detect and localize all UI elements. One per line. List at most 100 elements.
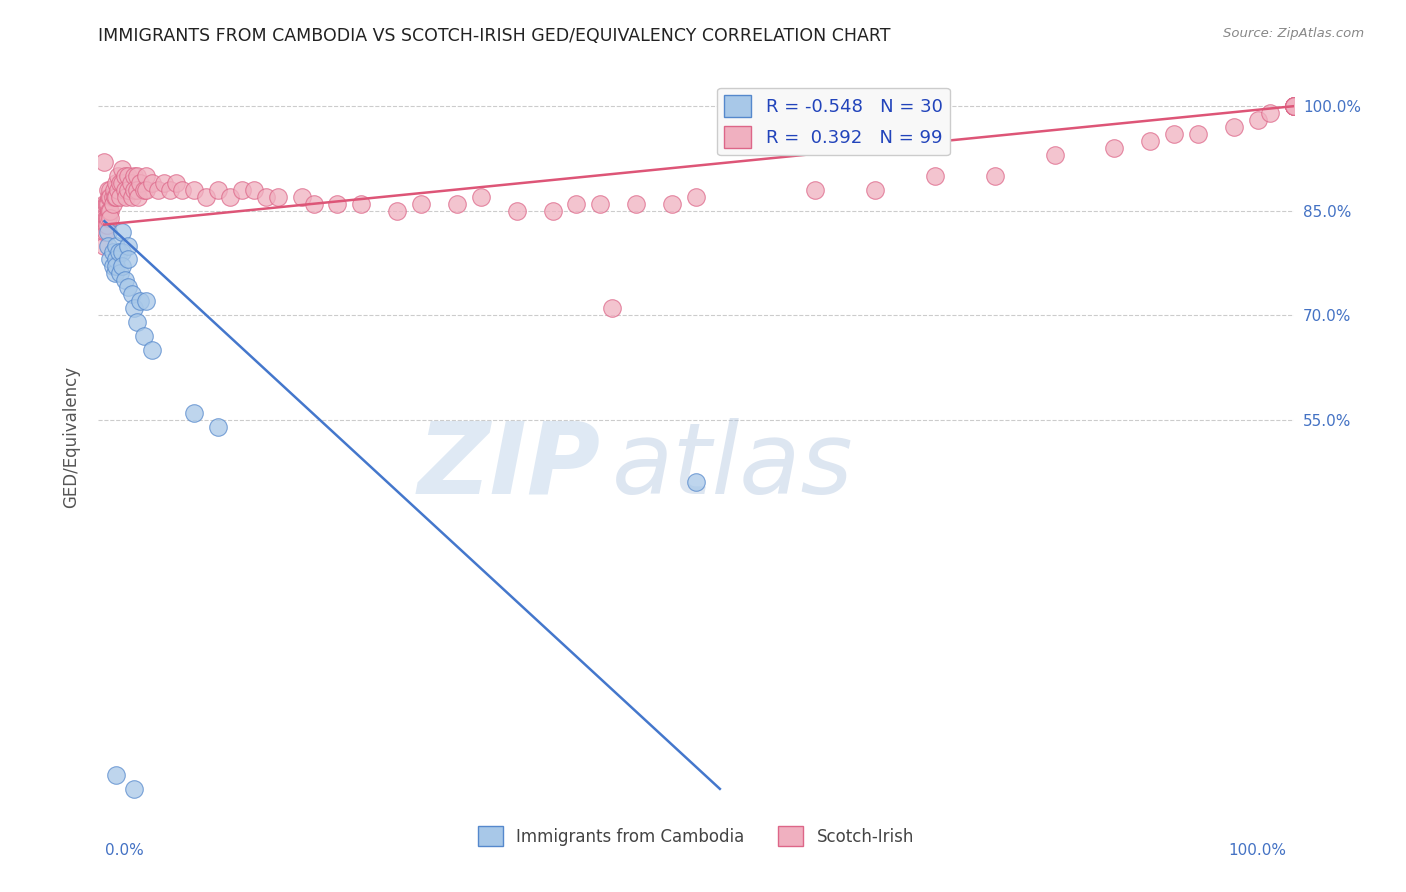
Point [98, 203, 122, 218]
Point [94, 225, 117, 239]
Point [115, 190, 138, 204]
Point [124, 183, 146, 197]
Point [114, 169, 136, 183]
Point [1043, 148, 1066, 162]
Text: Source: ZipAtlas.com: Source: ZipAtlas.com [1223, 27, 1364, 40]
Text: ZIP: ZIP [418, 417, 600, 515]
Point [685, 475, 707, 490]
Point [1282, 99, 1305, 113]
Point [267, 190, 290, 204]
Point [207, 419, 229, 434]
Point [1282, 99, 1305, 113]
Point [107, 245, 129, 260]
Text: atlas: atlas [613, 417, 853, 515]
Point [107, 169, 129, 183]
Point [141, 343, 163, 357]
Point [385, 203, 409, 218]
Point [183, 183, 205, 197]
Point [1282, 99, 1305, 113]
Text: 100.0%: 100.0% [1229, 843, 1286, 858]
Point [470, 190, 492, 204]
Point [207, 183, 229, 197]
Point [129, 294, 152, 309]
Point [172, 183, 194, 197]
Point [125, 169, 148, 183]
Point [105, 252, 128, 267]
Point [121, 287, 143, 301]
Point [101, 245, 124, 260]
Point [165, 176, 187, 190]
Point [1187, 127, 1209, 141]
Point [661, 196, 683, 211]
Point [1163, 127, 1185, 141]
Point [506, 203, 529, 218]
Point [105, 238, 128, 252]
Point [148, 183, 170, 197]
Point [101, 190, 124, 204]
Point [111, 176, 134, 190]
Point [865, 183, 887, 197]
Point [183, 406, 205, 420]
Point [1104, 141, 1126, 155]
Point [125, 315, 148, 329]
Point [108, 266, 131, 280]
Point [97, 196, 120, 211]
Point [124, 781, 146, 796]
Point [1282, 99, 1305, 113]
Text: IMMIGRANTS FROM CAMBODIA VS SCOTCH-IRISH GED/EQUIVALENCY CORRELATION CHART: IMMIGRANTS FROM CAMBODIA VS SCOTCH-IRISH… [98, 27, 891, 45]
Point [219, 190, 242, 204]
Point [117, 183, 139, 197]
Point [117, 238, 139, 252]
Point [446, 196, 468, 211]
Point [98, 203, 121, 218]
Point [350, 196, 373, 211]
Point [1258, 106, 1281, 120]
Point [254, 190, 277, 204]
Point [101, 260, 124, 274]
Point [626, 196, 648, 211]
Point [103, 183, 125, 197]
Point [117, 252, 139, 267]
Point [93, 211, 115, 225]
Point [98, 252, 122, 267]
Point [111, 260, 134, 274]
Legend: Immigrants from Cambodia, Scotch-Irish: Immigrants from Cambodia, Scotch-Irish [471, 820, 921, 853]
Point [326, 196, 349, 211]
Point [96, 211, 118, 225]
Point [114, 183, 136, 197]
Point [602, 301, 624, 316]
Point [231, 183, 253, 197]
Point [120, 176, 142, 190]
Point [565, 196, 588, 211]
Point [135, 183, 157, 197]
Point [98, 183, 122, 197]
Point [1282, 99, 1305, 113]
Point [125, 183, 148, 197]
Point [105, 260, 128, 274]
Point [104, 266, 127, 280]
Point [93, 238, 115, 252]
Point [291, 190, 314, 204]
Point [97, 238, 120, 252]
Point [1282, 99, 1305, 113]
Point [111, 161, 134, 176]
Point [96, 218, 118, 232]
Point [132, 329, 155, 343]
Point [984, 169, 1007, 183]
Point [111, 225, 134, 239]
Point [1223, 120, 1246, 134]
Point [97, 225, 120, 239]
Point [105, 190, 128, 204]
Point [98, 190, 122, 204]
Point [132, 183, 155, 197]
Point [685, 190, 707, 204]
Point [93, 196, 115, 211]
Point [108, 176, 131, 190]
Point [104, 190, 127, 204]
Point [589, 196, 612, 211]
Point [117, 169, 139, 183]
Point [107, 183, 129, 197]
Point [153, 176, 176, 190]
Point [135, 169, 157, 183]
Point [93, 218, 115, 232]
